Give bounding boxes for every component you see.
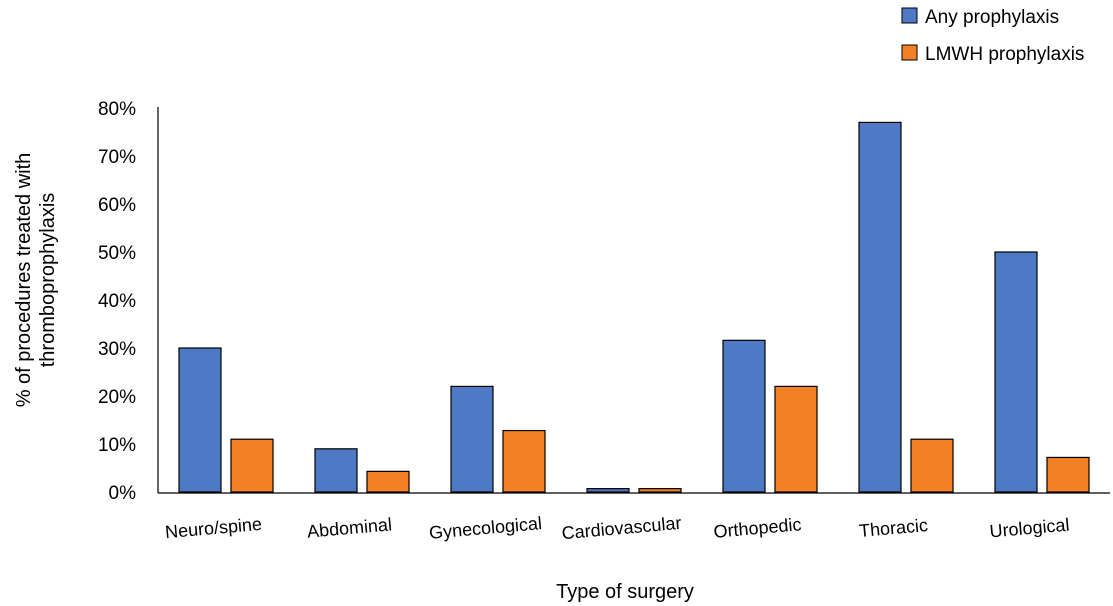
bar-any-urological: [994, 251, 1038, 493]
y-axis-title: % of procedures treated with thromboprop…: [13, 153, 59, 408]
y-axis-ticks: 0% 10% 20% 30% 40% 50% 60% 70% 80%: [98, 99, 136, 504]
bar-lmwh-orthopedic: [774, 385, 818, 493]
legend-label: Any prophylaxis: [925, 7, 1059, 28]
y-tick-label: 20%: [98, 387, 136, 408]
bar-any-thoracic: [858, 121, 902, 493]
category-label: Orthopedic: [713, 514, 802, 542]
x-axis-title: Type of surgery: [556, 581, 694, 603]
bar-lmwh-gynecological: [502, 429, 546, 493]
bar-any-cardiovascular: [586, 488, 630, 493]
y-tick-label: 70%: [98, 147, 136, 168]
y-axis-title-line-1: % of procedures treated with: [13, 153, 35, 408]
bar-any-orthopedic: [722, 339, 766, 493]
bars: [178, 121, 1090, 493]
category-label: Abdominal: [306, 514, 392, 541]
bar-lmwh-cardiovascular: [638, 488, 682, 493]
y-tick-label: 0%: [109, 483, 137, 504]
category-label: Urological: [989, 515, 1070, 542]
category-label: Cardiovascular: [561, 513, 682, 543]
category-labels: Neuro/spine Abdominal Gynecological Cardiov…: [164, 513, 1070, 543]
bar-lmwh-abdominal: [366, 470, 410, 493]
y-tick-label: 60%: [98, 195, 136, 216]
legend-swatch: [901, 7, 918, 24]
y-tick-label: 50%: [98, 243, 136, 264]
legend-swatch: [901, 44, 918, 61]
category-label: Neuro/spine: [164, 514, 262, 542]
bar-lmwh-urological: [1046, 456, 1090, 493]
bar-lmwh-thoracic: [910, 438, 954, 493]
y-axis-title-line-2: thromboprophylaxis: [37, 193, 59, 368]
legend: Any prophylaxis LMWH prophylaxis: [901, 7, 1084, 65]
y-tick-label: 40%: [98, 291, 136, 312]
y-tick-label: 10%: [98, 435, 136, 456]
category-label: Gynecological: [428, 513, 542, 543]
y-tick-label: 80%: [98, 99, 136, 120]
bar-lmwh-neuro-spine: [230, 438, 274, 493]
y-tick-label: 30%: [98, 339, 136, 360]
bar-any-neuro-spine: [178, 347, 222, 493]
bar-any-gynecological: [450, 385, 494, 493]
legend-label: LMWH prophylaxis: [925, 44, 1084, 65]
category-label: Thoracic: [858, 515, 929, 541]
bar-any-abdominal: [314, 448, 358, 493]
